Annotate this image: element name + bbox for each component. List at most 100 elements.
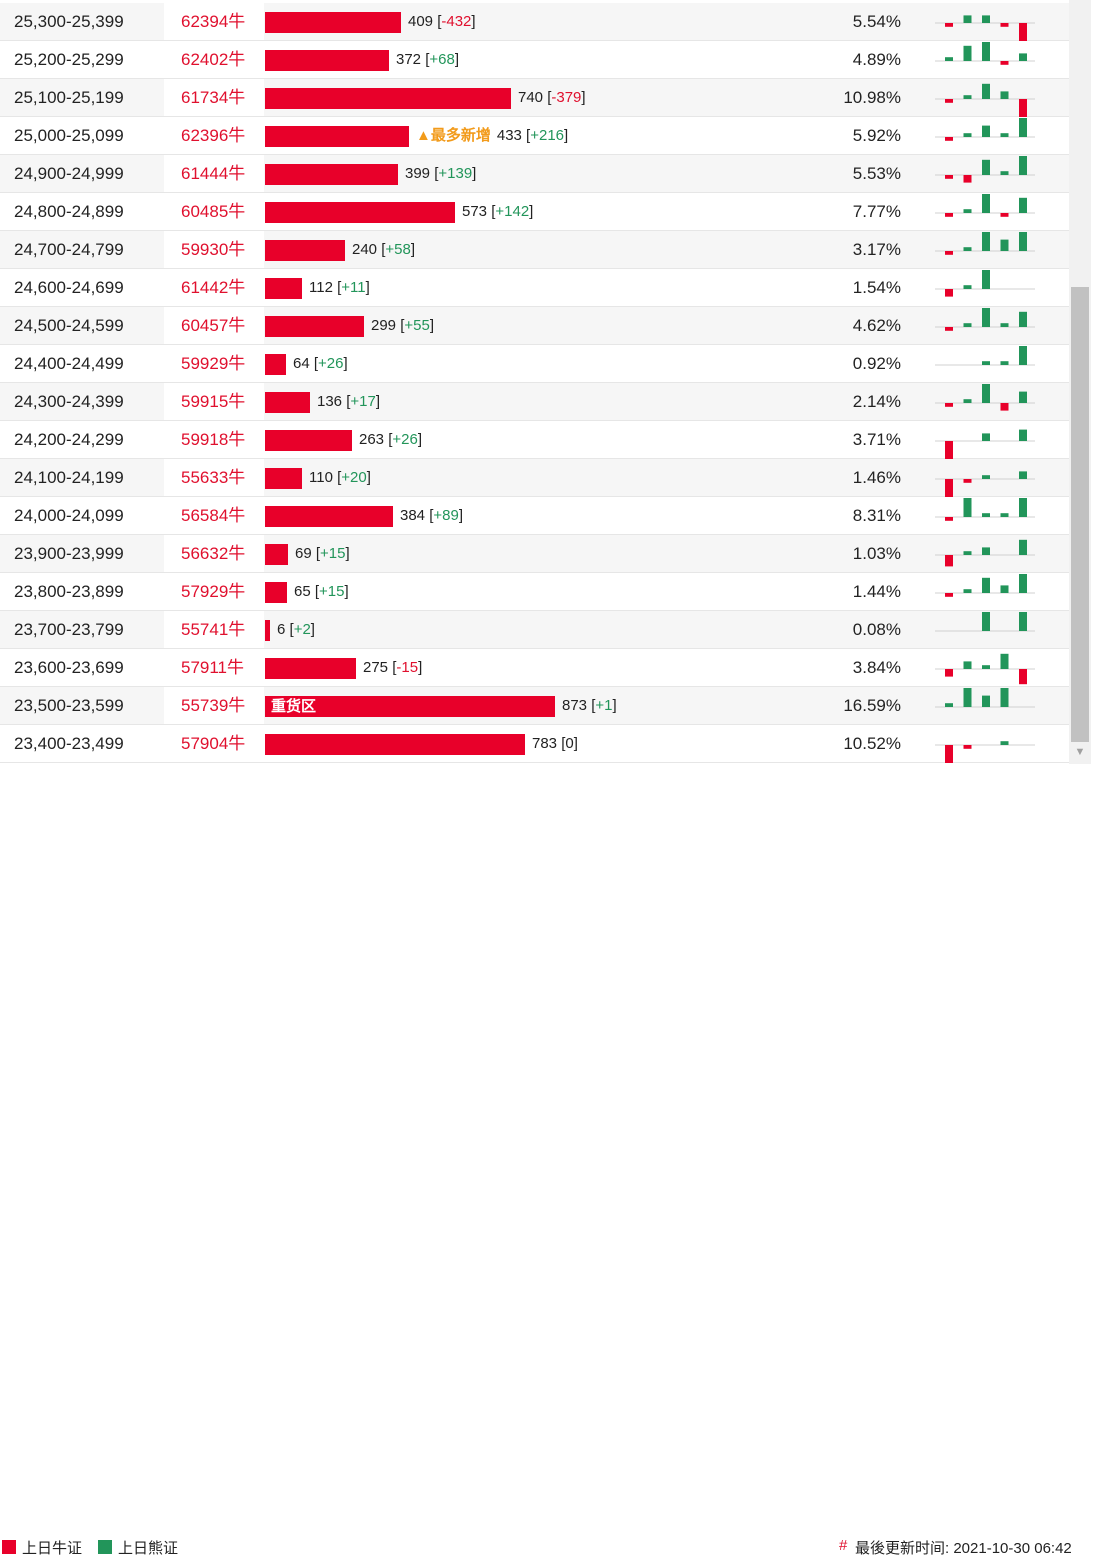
bull-price: 56632牛 [181,544,246,563]
daily-change: +1 [595,697,613,714]
table-row[interactable]: 24,200-24,299 59918牛 263 [+26] 3.71% [0,421,1069,459]
count-with-change: 275 [-15] [363,659,423,676]
sparkline-bar [982,232,990,251]
table-row[interactable]: 23,800-23,899 57929牛 65 [+15] 1.44% [0,573,1069,611]
count-with-change: 69 [+15] [295,545,350,562]
sparkline-bar [1019,23,1027,41]
table-row[interactable]: 24,400-24,499 59929牛 64 [+26] 0.92% [0,345,1069,383]
quantity-bar [265,506,393,527]
percentage: 10.98% [843,88,901,107]
sparkline-bar [1000,741,1009,745]
table-row[interactable]: 24,600-24,699 61442牛 112 [+11] 1.54% [0,269,1069,307]
bull-legend-label: 上日牛证 [22,1540,83,1557]
quantity-bar [265,316,364,337]
count-with-change: 136 [+17] [317,393,380,410]
strike-range: 25,300-25,399 [14,12,124,31]
quantity-bar [265,164,398,185]
sparkline-bar [1019,118,1027,137]
count-with-change: 384 [+89] [400,507,463,524]
bear-legend-label: 上日熊证 [118,1540,179,1557]
sparkline-bar [982,83,990,99]
percentage: 5.92% [852,126,901,145]
bull-price-cell: 57929牛 [164,573,264,610]
count-value: 740 [518,89,544,106]
vertical-scrollbar[interactable]: ▼ [1069,0,1091,764]
table-row[interactable]: 23,400-23,499 57904牛 783 [0] 10.52% [0,725,1069,763]
quantity-bar [265,658,356,679]
sparkline-bar [1019,498,1027,517]
table-row[interactable]: 24,800-24,899 60485牛 573 [+142] 7.77% [0,193,1069,231]
bull-price: 59918牛 [181,430,246,449]
sparkline-bar [1000,171,1009,175]
quantity-bar [265,126,409,147]
sparkline-bar [945,213,953,217]
table-row[interactable]: 24,500-24,599 60457牛 299 [+55] 4.62% [0,307,1069,345]
bull-price: 55741牛 [181,620,246,639]
sparkline-bar [1019,53,1027,61]
trend-sparkline [935,270,1035,297]
quantity-bar [265,620,270,641]
sparkline-bar [1019,99,1027,117]
bull-price-cell: 55633牛 [164,459,264,496]
count-value: 136 [317,393,343,410]
bull-price-cell: 59929牛 [164,345,264,382]
bear-legend-swatch [98,1540,112,1554]
scroll-down-arrow-icon[interactable]: ▼ [1074,746,1086,758]
table-row[interactable]: 24,700-24,799 59930牛 240 [+58] 3.17% [0,231,1069,269]
sparkline-bar [945,669,953,677]
sparkline-bar [982,308,990,327]
scrollbar-thumb[interactable] [1071,287,1089,742]
table-row[interactable]: 25,100-25,199 61734牛 740 [-379] 10.98% [0,79,1069,117]
trend-sparkline [935,741,1035,763]
count-value: 64 [293,355,310,372]
table-row[interactable]: 24,300-24,399 59915牛 136 [+17] 2.14% [0,383,1069,421]
trend-sparkline [935,118,1035,141]
quantity-bar [265,468,302,489]
count-with-change: ▲最多新增 433 [+216] [416,127,569,144]
table-row[interactable]: 24,900-24,999 61444牛 399 [+139] 5.53% [0,155,1069,193]
sparkline-bar [963,175,972,183]
strike-range: 24,700-24,799 [14,240,124,259]
count-with-change: 299 [+55] [371,317,434,334]
strike-range: 24,500-24,599 [14,316,124,335]
bull-price: 60457牛 [181,316,246,335]
table-row[interactable]: 24,000-24,099 56584牛 384 [+89] 8.31% [0,497,1069,535]
sparkline-bar [963,551,972,555]
bull-price-cell: 59918牛 [164,421,264,458]
table-row[interactable]: 23,600-23,699 57911牛 275 [-15] 3.84% [0,649,1069,687]
strike-range: 24,100-24,199 [14,468,124,487]
table-row[interactable]: 23,900-23,999 56632牛 69 [+15] 1.03% [0,535,1069,573]
trend-sparkline [935,471,1035,497]
most-added-tag: ▲最多新增 [416,127,491,144]
sparkline-bar [945,327,953,331]
count-value: 110 [309,469,333,486]
trend-sparkline [935,308,1035,331]
sparkline-bar [982,513,990,517]
bull-price-cell: 55741牛 [164,611,264,648]
table-row[interactable]: 25,000-25,099 62396牛 ▲最多新增 433 [+216] 5.92% [0,117,1069,155]
bull-price: 57911牛 [181,658,245,677]
sparkline-bar [982,612,990,631]
table-row[interactable]: 24,100-24,199 55633牛 110 [+20] 1.46% [0,459,1069,497]
bull-price: 62394牛 [181,12,246,31]
daily-change: 0 [565,735,574,752]
bull-price: 56584牛 [181,506,246,525]
bull-price: 60485牛 [181,202,246,221]
table-row[interactable]: 25,200-25,299 62402牛 372 [+68] 4.89% [0,41,1069,79]
table-row[interactable]: 23,700-23,799 55741牛 6 [+2] 0.08% [0,611,1069,649]
table-row[interactable]: 25,300-25,399 62394牛 409 [-432] 5.54% [0,3,1069,41]
sparkline-bar [1000,213,1009,217]
sparkline-bar [1000,23,1009,27]
sparkline-bar [1000,239,1009,251]
sparkline-bar [982,194,990,213]
sparkline-bar [1019,156,1027,175]
table-row[interactable]: 23,500-23,599 55739牛 重货区 873 [+1] 16.59% [0,687,1069,725]
trend-sparkline [935,574,1035,597]
sparkline-bar [982,433,990,441]
sparkline-bar [963,209,972,213]
bull-price: 59915牛 [181,392,246,411]
bull-price-cell: 56584牛 [164,497,264,534]
bull-price-cell: 57911牛 [164,649,264,686]
quantity-bar: 重货区 [265,696,555,717]
sparkline-bar [982,159,990,175]
